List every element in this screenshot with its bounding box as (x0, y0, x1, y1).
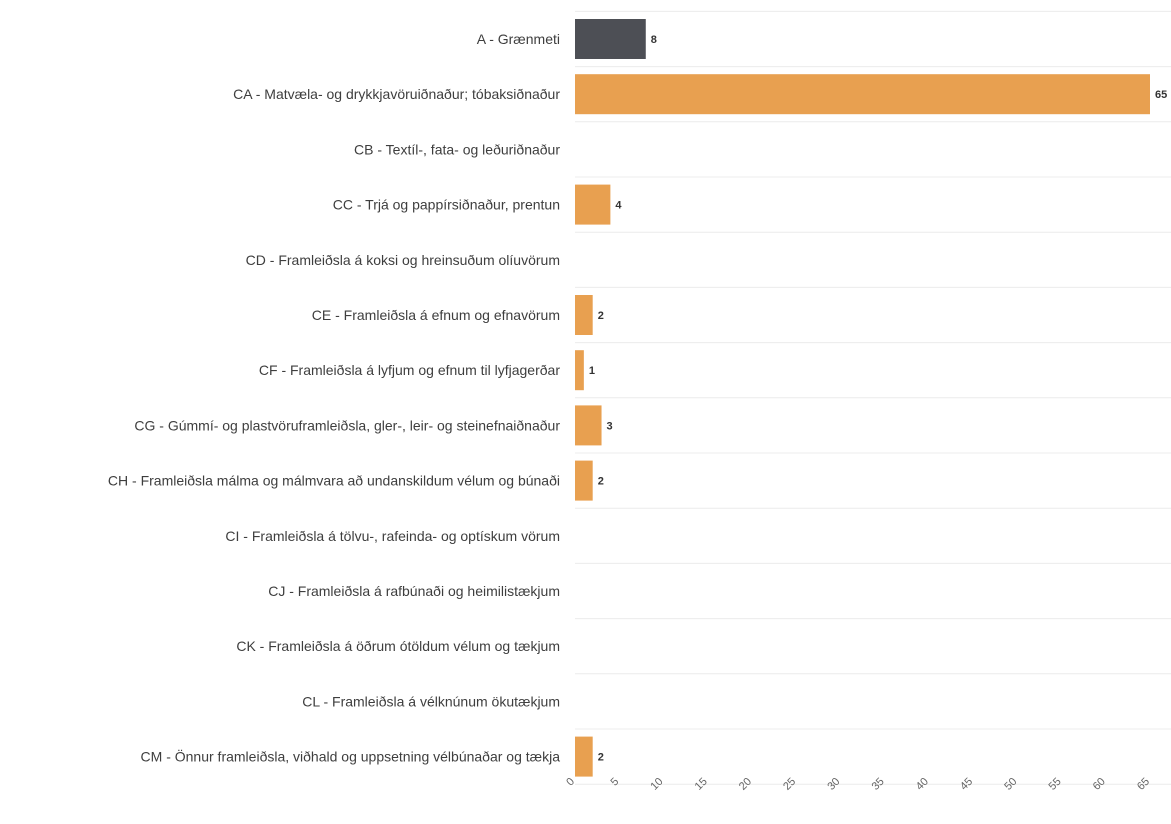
data-label: 2 (598, 310, 604, 322)
data-label: 2 (598, 476, 604, 488)
category-label: CH - Framleiðsla málma og málmvara að un… (108, 473, 560, 489)
category-label: CI - Framleiðsla á tölvu-, rafeinda- og … (225, 528, 560, 544)
bar[interactable] (575, 350, 584, 391)
data-label: 3 (607, 420, 613, 432)
bar[interactable] (575, 460, 593, 501)
bar[interactable] (575, 405, 602, 446)
x-tick-label: 35 (870, 776, 887, 793)
x-tick-label: 25 (781, 776, 798, 793)
x-tick-label: 60 (1091, 776, 1108, 793)
x-tick-label: 15 (693, 776, 710, 793)
category-label: CK - Framleiðsla á öðrum ótöldum vélum o… (236, 638, 560, 654)
bar-layer (575, 19, 1150, 777)
category-label: CC - Trjá og pappírsiðnaður, prentun (333, 197, 560, 213)
category-label: CD - Framleiðsla á koksi og hreinsuðum o… (246, 252, 560, 268)
x-tick-label: 45 (958, 776, 975, 793)
data-label: 65 (1155, 89, 1167, 101)
x-tick-label: 0 (564, 776, 577, 789)
category-label: A - Grænmeti (477, 31, 560, 47)
x-tick-label: 20 (737, 776, 754, 793)
category-label: CL - Framleiðsla á vélknúnum ökutækjum (302, 693, 560, 709)
data-label: 1 (589, 365, 595, 377)
x-tick-label: 50 (1002, 776, 1019, 793)
category-label: CB - Textíl-, fata- og leðuriðnaður (354, 141, 560, 157)
bar[interactable] (575, 19, 646, 59)
bar[interactable] (575, 295, 593, 335)
category-label: CE - Framleiðsla á efnum og efnavörum (312, 307, 560, 323)
category-label: CM - Önnur framleiðsla, viðhald og uppse… (141, 748, 561, 765)
category-label: CG - Gúmmí- og plastvöruframleiðsla, gle… (134, 417, 560, 433)
x-tick-label: 10 (648, 776, 665, 793)
grid-layer (575, 10, 1171, 785)
x-tick-label: 30 (825, 776, 842, 793)
data-label: 8 (651, 34, 657, 46)
data-label: 4 (615, 200, 622, 212)
value-labels: 8 65 4 2 1 3 2 2 (589, 34, 1167, 764)
category-axis: A - Grænmeti CA - Matvæla- og drykkjavöru… (108, 31, 560, 765)
category-label: CA - Matvæla- og drykkjavöruiðnaður; tób… (233, 86, 560, 102)
x-tick-label: 55 (1047, 776, 1064, 793)
bar[interactable] (575, 184, 611, 225)
x-tick-label: 65 (1135, 776, 1152, 793)
category-label: CJ - Framleiðsla á rafbúnaði og heimilis… (268, 583, 560, 599)
x-tick-label: 40 (914, 776, 931, 793)
bar[interactable] (575, 736, 593, 777)
data-label: 2 (598, 752, 604, 764)
x-tick-label: 5 (609, 776, 622, 789)
bar[interactable] (575, 74, 1150, 115)
category-label: CF - Framleiðsla á lyfjum og efnum til l… (259, 362, 560, 378)
